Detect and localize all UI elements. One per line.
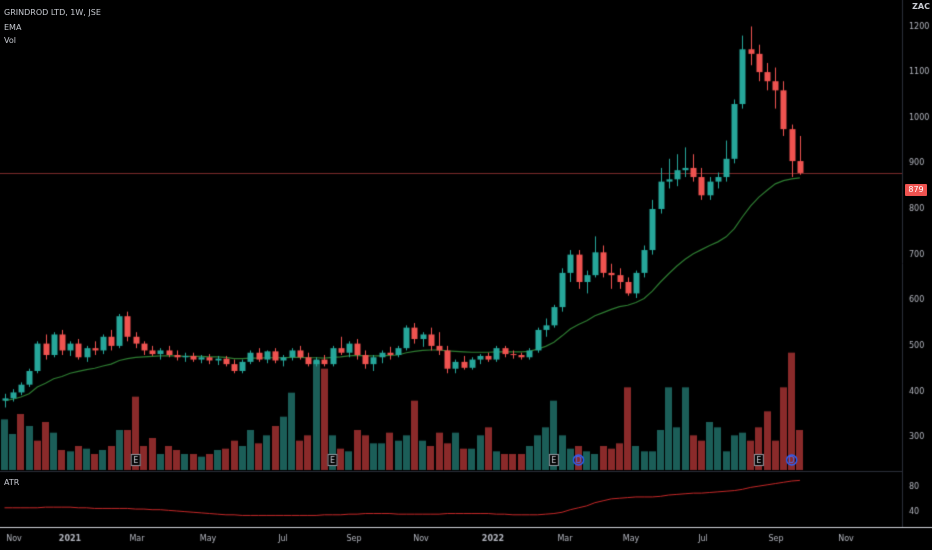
symbol-title: GRINDROD LTD, 1W, JSE <box>4 8 101 17</box>
currency-label: ZAC <box>912 2 930 11</box>
last-price-label: 879 <box>905 184 927 196</box>
volume-indicator-label[interactable]: Vol <box>4 36 16 45</box>
ema-indicator-label[interactable]: EMA <box>4 23 22 32</box>
atr-indicator-label[interactable]: ATR <box>4 478 20 487</box>
